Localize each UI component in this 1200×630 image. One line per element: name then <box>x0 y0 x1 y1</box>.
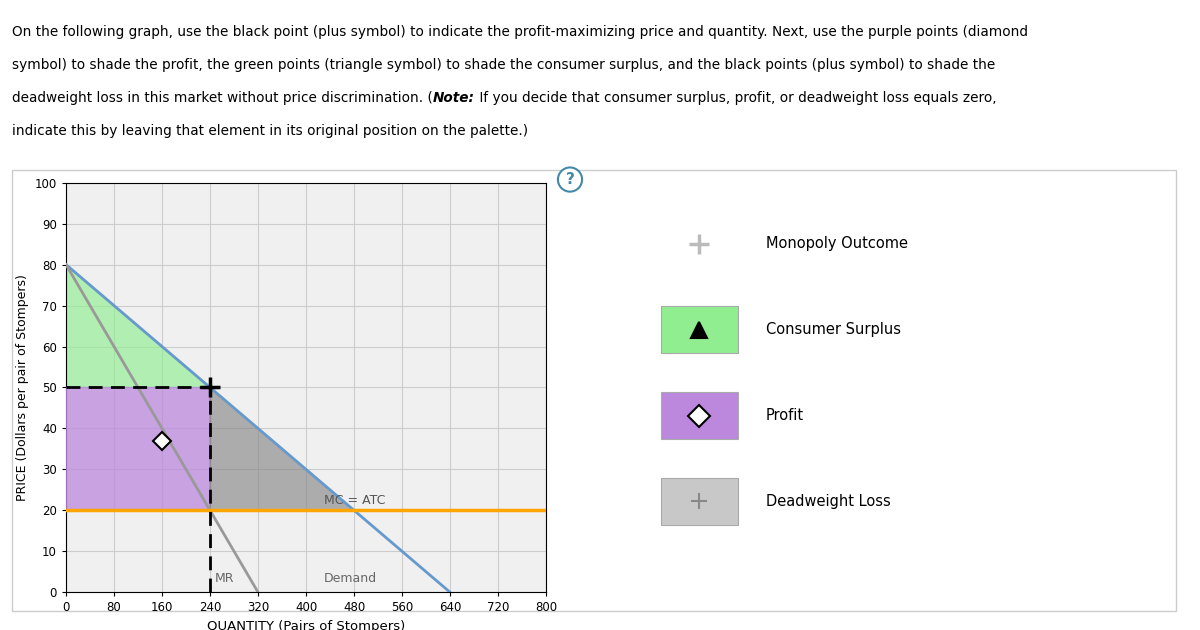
Polygon shape <box>66 387 210 510</box>
FancyBboxPatch shape <box>661 392 738 439</box>
Polygon shape <box>210 387 354 510</box>
Text: Profit: Profit <box>766 408 804 423</box>
Text: Demand: Demand <box>324 572 377 585</box>
Text: deadweight loss in this market without price discrimination. (: deadweight loss in this market without p… <box>12 91 433 105</box>
Text: On the following graph, use the black point (plus symbol) to indicate the profit: On the following graph, use the black po… <box>12 25 1028 38</box>
Text: If you decide that consumer surplus, profit, or deadweight loss equals zero,: If you decide that consumer surplus, pro… <box>475 91 996 105</box>
Text: MR: MR <box>215 572 234 585</box>
Y-axis label: PRICE (Dollars per pair of Stompers): PRICE (Dollars per pair of Stompers) <box>16 274 29 501</box>
Text: Note:: Note: <box>433 91 475 105</box>
Text: Consumer Surplus: Consumer Surplus <box>766 322 900 337</box>
Text: Deadweight Loss: Deadweight Loss <box>766 494 890 509</box>
Text: MC = ATC: MC = ATC <box>324 494 385 507</box>
FancyBboxPatch shape <box>661 478 738 525</box>
Text: ?: ? <box>565 172 575 187</box>
Polygon shape <box>66 265 210 387</box>
X-axis label: QUANTITY (Pairs of Stompers): QUANTITY (Pairs of Stompers) <box>206 620 406 630</box>
Text: indicate this by leaving that element in its original position on the palette.): indicate this by leaving that element in… <box>12 125 528 139</box>
Text: symbol) to shade the profit, the green points (triangle symbol) to shade the con: symbol) to shade the profit, the green p… <box>12 58 995 72</box>
FancyBboxPatch shape <box>661 306 738 353</box>
Text: Monopoly Outcome: Monopoly Outcome <box>766 236 907 251</box>
